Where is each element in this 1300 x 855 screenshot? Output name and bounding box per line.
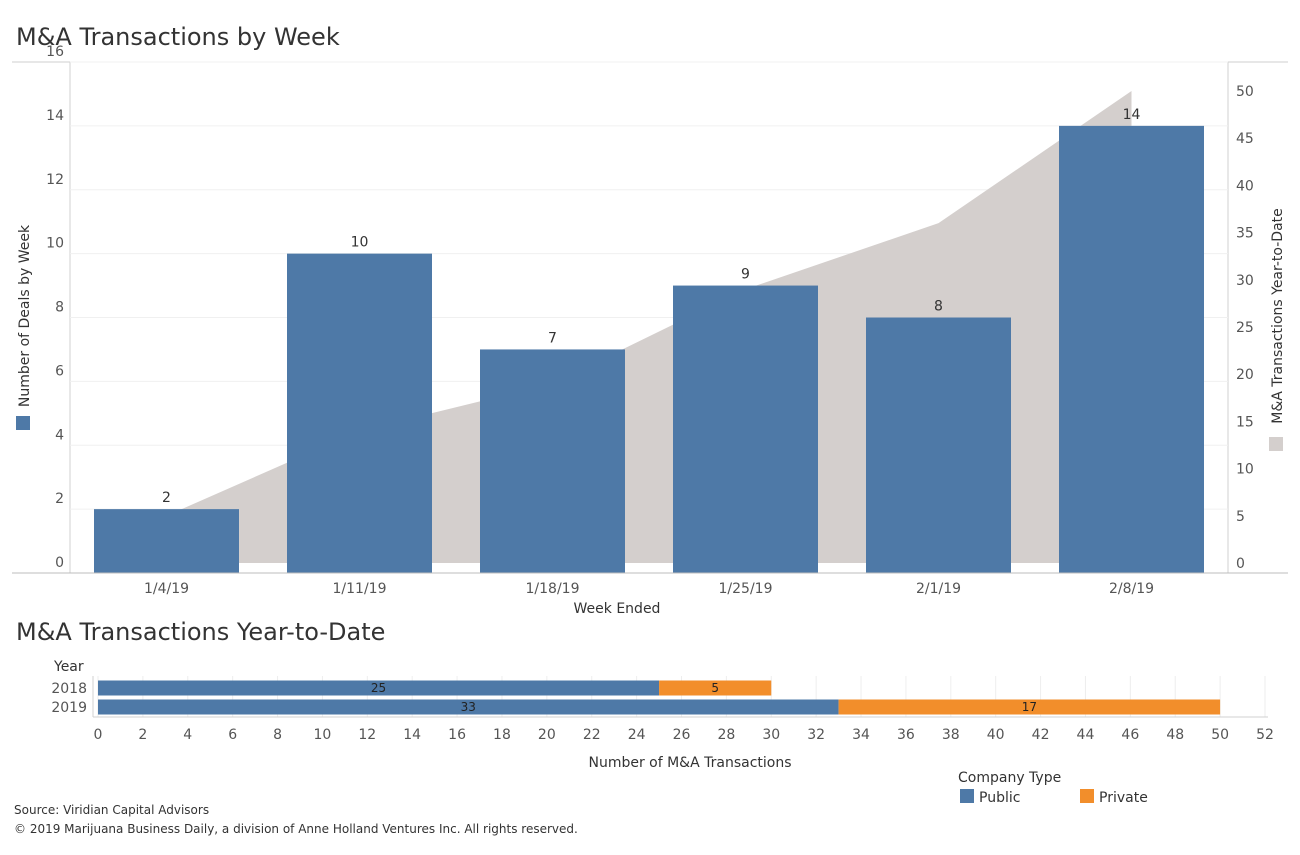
y2-tick-label: 20 bbox=[1236, 367, 1254, 383]
weekly-bar bbox=[94, 509, 239, 573]
weekly-bar bbox=[287, 253, 432, 573]
y-axis-title: Number of Deals by Week bbox=[17, 224, 33, 407]
x-tick-label: 2/1/19 bbox=[916, 581, 961, 597]
x-tick-label: 1/4/19 bbox=[144, 581, 189, 597]
ytd-x-tick-label: 36 bbox=[897, 727, 915, 743]
y2-axis-swatch bbox=[1269, 437, 1283, 451]
ytd-chart-title: M&A Transactions Year-to-Date bbox=[16, 618, 385, 646]
weekly-bar bbox=[480, 349, 625, 573]
y-tick-label: 12 bbox=[46, 172, 64, 188]
ytd-x-tick-label: 16 bbox=[448, 727, 466, 743]
ytd-x-tick-label: 24 bbox=[628, 727, 646, 743]
y2-tick-label: 40 bbox=[1236, 178, 1254, 194]
weekly-bar-value-label: 9 bbox=[741, 267, 750, 283]
y2-axis-title: M&A Transactions Year-to-Date bbox=[1270, 208, 1286, 423]
ytd-bar-value-label: 33 bbox=[461, 700, 476, 714]
weekly-bar-value-label: 7 bbox=[548, 330, 557, 346]
y-tick-label: 0 bbox=[55, 555, 64, 571]
ytd-bar-value-label: 5 bbox=[711, 681, 719, 695]
ytd-x-tick-label: 46 bbox=[1121, 727, 1139, 743]
ytd-bar-value-label: 17 bbox=[1022, 700, 1037, 714]
ytd-x-tick-label: 44 bbox=[1077, 727, 1095, 743]
ytd-x-tick-label: 2 bbox=[138, 727, 147, 743]
y-tick-label: 10 bbox=[46, 236, 64, 252]
x-tick-label: 1/18/19 bbox=[526, 581, 580, 597]
ytd-x-tick-label: 32 bbox=[807, 727, 825, 743]
y2-tick-label: 15 bbox=[1236, 414, 1254, 430]
year-row-label: 2018 bbox=[51, 681, 87, 697]
y2-tick-label: 5 bbox=[1236, 509, 1245, 525]
ytd-x-tick-label: 4 bbox=[183, 727, 192, 743]
legend-swatch-public bbox=[960, 789, 974, 803]
company-type-legend: Company Type Public Private bbox=[958, 770, 1148, 806]
weekly-bar bbox=[673, 285, 818, 573]
legend-label-public: Public bbox=[979, 790, 1020, 806]
legend-swatch-private bbox=[1080, 789, 1094, 803]
y2-tick-label: 25 bbox=[1236, 320, 1254, 336]
ytd-x-tick-label: 18 bbox=[493, 727, 511, 743]
y2-tick-label: 50 bbox=[1236, 84, 1254, 100]
weekly-bar bbox=[866, 317, 1011, 573]
ytd-x-tick-label: 34 bbox=[852, 727, 870, 743]
y2-tick-label: 45 bbox=[1236, 131, 1254, 147]
ytd-x-tick-label: 12 bbox=[358, 727, 376, 743]
x-tick-label: 1/25/19 bbox=[719, 581, 773, 597]
ytd-x-tick-label: 50 bbox=[1211, 727, 1229, 743]
ytd-bar-segment-public bbox=[98, 699, 839, 715]
ytd-x-axis-title: Number of M&A Transactions bbox=[588, 755, 791, 771]
weekly-chart: 0 2 4 6 8 10 12 14 16 0 5 10 15 20 25 30 35 40 45 50 2 10 7 9 8 1… bbox=[12, 44, 1288, 617]
legend-title: Company Type bbox=[958, 770, 1061, 786]
weekly-bar-value-label: 10 bbox=[351, 235, 369, 251]
ytd-x-tick-label: 52 bbox=[1256, 727, 1274, 743]
ytd-x-tick-label: 28 bbox=[717, 727, 735, 743]
y2-tick-label: 10 bbox=[1236, 462, 1254, 478]
x-tick-label: 1/11/19 bbox=[333, 581, 387, 597]
ytd-x-tick-label: 22 bbox=[583, 727, 601, 743]
ytd-x-tick-label: 10 bbox=[314, 727, 332, 743]
ytd-x-tick-label: 38 bbox=[942, 727, 960, 743]
ytd-x-tick-label: 26 bbox=[673, 727, 691, 743]
ytd-x-tick-label: 30 bbox=[762, 727, 780, 743]
ytd-bar-segment-private bbox=[838, 699, 1221, 715]
ytd-x-tick-label: 6 bbox=[228, 727, 237, 743]
weekly-bar bbox=[1059, 125, 1204, 573]
copyright-note: © 2019 Marijuana Business Daily, a divis… bbox=[14, 822, 578, 836]
y2-tick-label: 0 bbox=[1236, 556, 1245, 572]
y-axis-swatch bbox=[16, 416, 30, 430]
ytd-x-tick-label: 48 bbox=[1166, 727, 1184, 743]
weekly-chart-title: M&A Transactions by Week bbox=[16, 23, 340, 51]
weekly-bar-value-label: 14 bbox=[1123, 107, 1141, 123]
y-tick-label: 14 bbox=[46, 108, 64, 124]
y-tick-label: 4 bbox=[55, 427, 64, 443]
year-row-label: 2019 bbox=[51, 700, 87, 716]
ytd-bar-segment-private bbox=[659, 680, 772, 696]
x-axis-title: Week Ended bbox=[574, 601, 661, 617]
ytd-x-tick-label: 8 bbox=[273, 727, 282, 743]
y2-tick-label: 30 bbox=[1236, 273, 1254, 289]
legend-label-private: Private bbox=[1099, 790, 1148, 806]
y2-tick-label: 35 bbox=[1236, 226, 1254, 242]
x-tick-label: 2/8/19 bbox=[1109, 581, 1154, 597]
ytd-bar-segment-public bbox=[98, 680, 660, 696]
ytd-x-tick-label: 40 bbox=[987, 727, 1005, 743]
weekly-bar-value-label: 8 bbox=[934, 299, 943, 315]
weekly-bar-value-label: 2 bbox=[162, 490, 171, 506]
source-note: Source: Viridian Capital Advisors bbox=[14, 803, 209, 817]
y-tick-label: 6 bbox=[55, 363, 64, 379]
ytd-bar-value-label: 25 bbox=[371, 681, 386, 695]
y-tick-label: 8 bbox=[55, 300, 64, 316]
y-tick-label: 16 bbox=[46, 44, 64, 60]
year-column-header: Year bbox=[53, 659, 84, 675]
y-tick-label: 2 bbox=[55, 491, 64, 507]
ytd-x-tick-label: 20 bbox=[538, 727, 556, 743]
ytd-x-tick-label: 14 bbox=[403, 727, 421, 743]
ytd-x-tick-label: 42 bbox=[1032, 727, 1050, 743]
ytd-x-tick-label: 0 bbox=[94, 727, 103, 743]
